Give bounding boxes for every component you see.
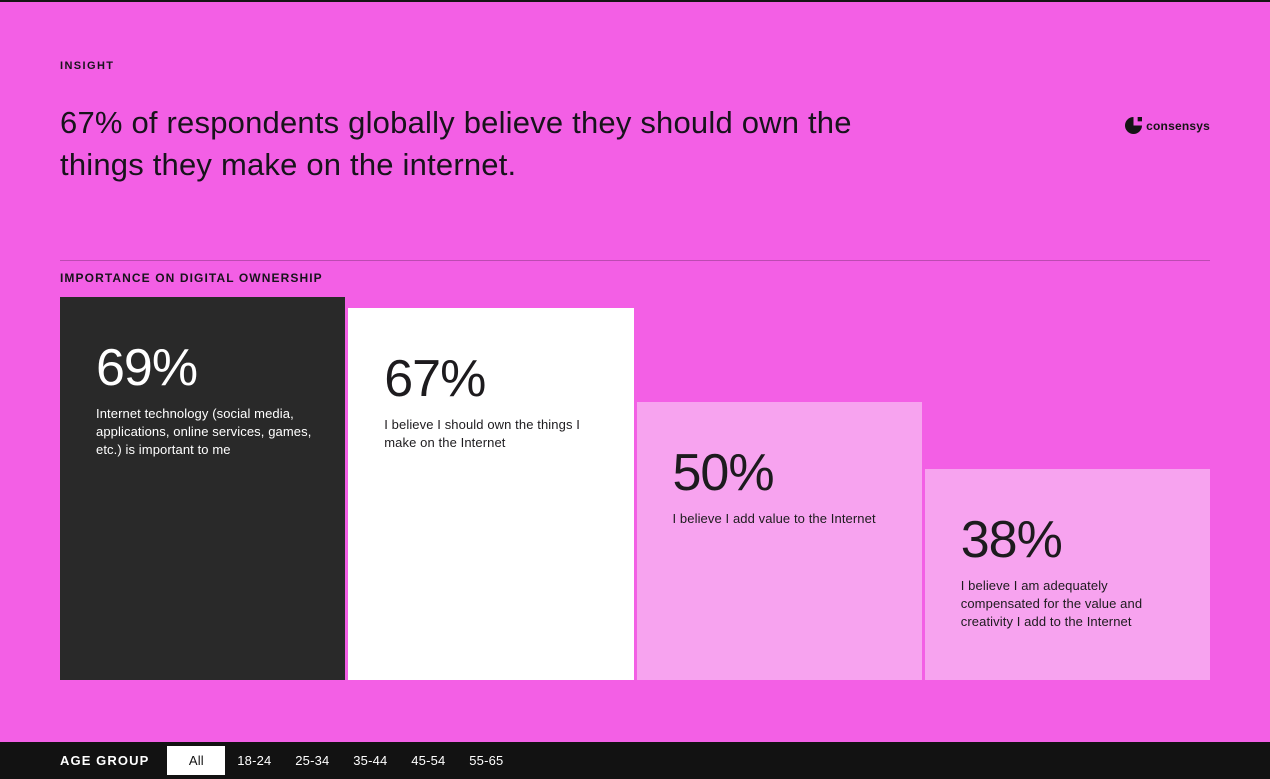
top-border-strip bbox=[0, 0, 1270, 2]
section-divider bbox=[60, 260, 1210, 261]
age-tab-18-24[interactable]: 18-24 bbox=[225, 746, 283, 775]
bar-38%: 38% I believe I am adequately compensated… bbox=[924, 469, 1210, 680]
age-group-filter-bar: AGE GROUP All 18-24 25-34 35-44 45-54 55-65 bbox=[0, 742, 1270, 779]
bar-value: 67% bbox=[384, 350, 486, 408]
age-tab-55-65[interactable]: 55-65 bbox=[457, 746, 515, 775]
consensys-logo-icon bbox=[1125, 117, 1143, 134]
insight-eyebrow: INSIGHT bbox=[60, 60, 115, 72]
bar-label: I believe I am adequately compensated fo… bbox=[960, 577, 1143, 629]
consensys-logo-text: consensys bbox=[1146, 118, 1210, 133]
bar-50%: 50% I believe I add value to the Internet bbox=[636, 402, 922, 680]
bar-value: 38% bbox=[960, 511, 1063, 569]
bar-label: Internet technology (social media, appli… bbox=[96, 405, 312, 457]
age-group-tabs: All 18-24 25-34 35-44 45-54 55-65 bbox=[167, 742, 515, 779]
consensys-logo: consensys bbox=[1125, 117, 1210, 134]
bar-value: 69% bbox=[96, 339, 198, 397]
headline: 67% of respondents globally believe they… bbox=[60, 105, 852, 182]
age-tab-25-34[interactable]: 25-34 bbox=[283, 746, 341, 775]
age-group-label: AGE GROUP bbox=[60, 753, 150, 768]
age-tab-45-54[interactable]: 45-54 bbox=[399, 746, 457, 775]
bar-value: 50% bbox=[672, 444, 775, 502]
age-tab-35-44[interactable]: 35-44 bbox=[341, 746, 399, 775]
bar-chart: 69% Internet technology (social media, ap… bbox=[60, 297, 1210, 680]
bar-label: I believe I should own the things I make… bbox=[384, 416, 580, 450]
bar-67%: 67% I believe I should own the things I m… bbox=[348, 308, 634, 680]
chart-section-title: IMPORTANCE ON DIGITAL OWNERSHIP bbox=[60, 271, 323, 285]
age-tab-all[interactable]: All bbox=[167, 746, 226, 775]
bar-69%: 69% Internet technology (social media, ap… bbox=[60, 297, 346, 680]
insight-panel: INSIGHT consensys 67% of respondents glo… bbox=[0, 60, 1270, 680]
bar-label: I believe I add value to the Internet bbox=[672, 510, 876, 526]
